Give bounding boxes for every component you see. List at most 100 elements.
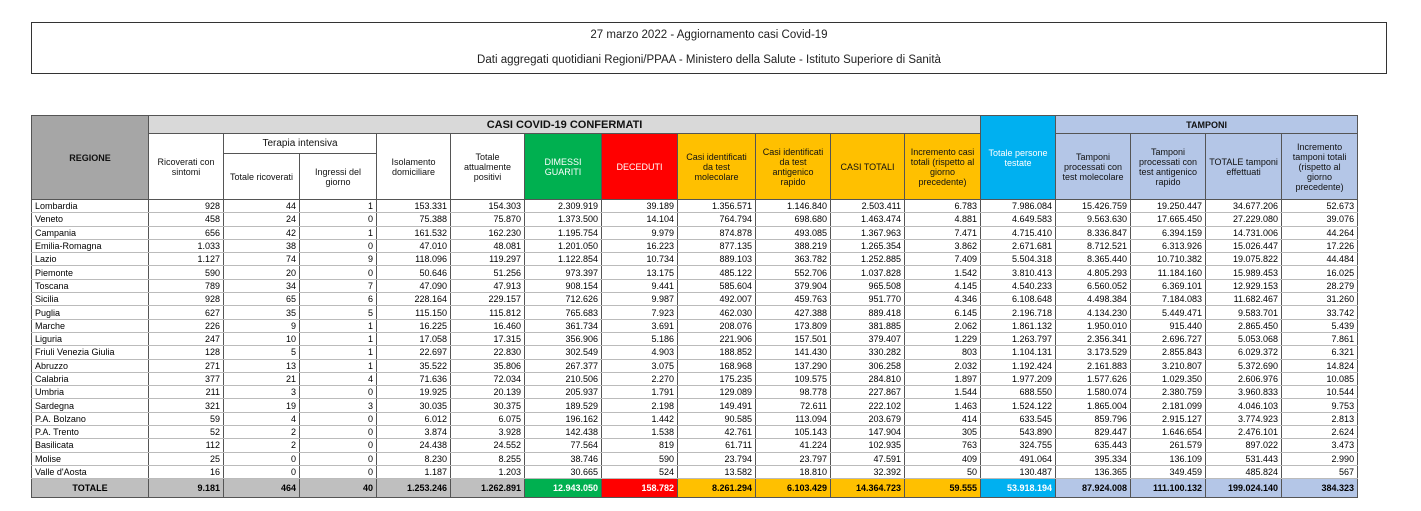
column-header: Ingressi del giorno: [299, 153, 377, 200]
data-row: Sardegna 321 19 3 30.035 30.375 189.529 2.198 14…: [31, 398, 1359, 413]
cell-value: 154.303: [450, 199, 525, 214]
cell-value: 1: [299, 226, 377, 240]
cell-value: 2.270: [601, 372, 678, 387]
cell-value: 1.463.474: [830, 212, 905, 227]
cell-value: 6.313.926: [1130, 239, 1207, 254]
cell-value: 6.369.101: [1130, 279, 1207, 294]
data-row: Piemonte 590 20 0 50.646 51.256 973.397 13.175 4…: [31, 265, 1359, 280]
cell-value: 5.439: [1281, 319, 1359, 333]
cell-value: 7.184.083: [1130, 292, 1207, 307]
cell-value: 1.203: [450, 465, 525, 480]
column-header: Totale attualmente positivi: [450, 133, 525, 200]
cell-value: 3.075: [601, 359, 678, 373]
cell-value: 75.388: [376, 212, 451, 227]
cell-value: 208.076: [677, 319, 756, 333]
cell-value: 42.761: [677, 425, 756, 440]
cell-value: 31.260: [1281, 292, 1359, 307]
cell-value: 44.264: [1281, 226, 1359, 240]
cell-value: 0: [299, 239, 377, 254]
cell-value: 199.024.140: [1205, 478, 1283, 499]
cell-value: 531.443: [1205, 452, 1283, 466]
column-header: Tamponi processati con test antigenico r…: [1130, 133, 1207, 200]
cell-value: 4.498.384: [1055, 292, 1132, 307]
cell-value: 485.824: [1205, 465, 1283, 480]
cell-value: 889.418: [830, 305, 905, 320]
cell-value: 3.691: [601, 319, 678, 333]
cell-value: 40: [299, 478, 377, 499]
table-head: REGIONE CASI COVID-19 CONFERMATI Totale …: [31, 115, 1359, 200]
cell-value: 47.913: [450, 279, 525, 294]
cell-value: 21: [223, 372, 300, 387]
region-name: Umbria: [31, 385, 149, 400]
cell-value: 10.734: [601, 252, 678, 267]
region-name: P.A. Bolzano: [31, 412, 149, 427]
cell-value: 175.235: [677, 372, 756, 387]
cell-value: 168.968: [677, 359, 756, 373]
cell-value: 53.918.194: [980, 478, 1057, 499]
cell-value: 22.697: [376, 345, 451, 360]
cell-value: 6.075: [450, 412, 525, 427]
cell-value: 19: [223, 398, 300, 413]
cell-value: 20: [223, 265, 300, 280]
column-header: DECEDUTI: [601, 133, 678, 200]
cell-value: 17.058: [376, 332, 451, 347]
cell-value: 0: [299, 452, 377, 466]
cell-value: 38: [223, 239, 300, 254]
cell-value: 24: [223, 212, 300, 227]
cell-value: 17.226: [1281, 239, 1359, 254]
cell-value: 2.309.919: [524, 199, 602, 214]
cell-value: 1.897: [903, 372, 982, 387]
region-name: Campania: [31, 226, 149, 240]
data-row: Veneto 458 24 0 75.388 75.870 1.373.500 14.104 7…: [31, 212, 1359, 227]
cell-value: 4.046.103: [1205, 398, 1283, 413]
cell-value: 227.867: [830, 385, 905, 400]
cell-value: 349.459: [1130, 465, 1207, 480]
cell-value: 1.263.797: [980, 332, 1057, 347]
cell-value: 8.336.847: [1055, 226, 1132, 240]
cell-value: 162.230: [450, 226, 525, 240]
cell-value: 137.290: [755, 359, 831, 373]
cell-value: 3.774.923: [1205, 412, 1283, 427]
data-row: Emilia-Romagna 1.033 38 0 47.010 48.081 1.201.…: [31, 239, 1359, 254]
cell-value: 1: [299, 345, 377, 360]
table-body: Lombardia 928 44 1 153.331 154.303 2.309.919 39…: [31, 199, 1359, 499]
column-header: Totale persone testate: [980, 115, 1057, 200]
cell-value: 627: [148, 305, 224, 320]
header-row: REGIONE CASI COVID-19 CONFERMATI Totale …: [31, 115, 1359, 200]
cell-value: 4.649.583: [980, 212, 1057, 227]
cell-value: 15.026.447: [1205, 239, 1283, 254]
cell-value: 330.282: [830, 345, 905, 360]
cell-value: 7.471: [903, 226, 982, 240]
cell-value: 38.746: [524, 452, 602, 466]
cell-value: 11.682.467: [1205, 292, 1283, 307]
cell-value: 8.230: [376, 452, 451, 466]
cell-value: 111.100.132: [1130, 478, 1207, 499]
cell-value: 1.262.891: [450, 478, 525, 499]
cell-value: 6.012: [376, 412, 451, 427]
cell-value: 1.791: [601, 385, 678, 400]
cell-value: 118.096: [376, 252, 451, 267]
cell-value: 4.540.233: [980, 279, 1057, 294]
cell-value: 9: [299, 252, 377, 267]
cell-value: 15.989.453: [1205, 265, 1283, 280]
cell-value: 0: [299, 212, 377, 227]
cell-value: 136.109: [1130, 452, 1207, 466]
cell-value: 3.928: [450, 425, 525, 440]
cell-value: 2.990: [1281, 452, 1359, 466]
cell-value: 1.252.885: [830, 252, 905, 267]
cell-value: 321: [148, 398, 224, 413]
column-header: Ricoverati con sintomi: [148, 133, 224, 200]
cell-value: 2.356.341: [1055, 332, 1132, 347]
cell-value: 14.731.006: [1205, 226, 1283, 240]
cell-value: 51.256: [450, 265, 525, 280]
cell-value: 877.135: [677, 239, 756, 254]
cell-value: 9.441: [601, 279, 678, 294]
column-header: Incremento casi totali (rispetto al gior…: [903, 133, 982, 200]
cell-value: 39.189: [601, 199, 678, 214]
cell-value: 34: [223, 279, 300, 294]
cell-value: 324.755: [980, 438, 1057, 453]
cell-value: 688.550: [980, 385, 1057, 400]
cell-value: 61.711: [677, 438, 756, 453]
cell-value: 2.476.101: [1205, 425, 1283, 440]
cell-value: 0: [299, 385, 377, 400]
